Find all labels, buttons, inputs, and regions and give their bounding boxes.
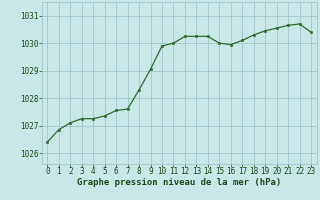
X-axis label: Graphe pression niveau de la mer (hPa): Graphe pression niveau de la mer (hPa)	[77, 178, 281, 187]
